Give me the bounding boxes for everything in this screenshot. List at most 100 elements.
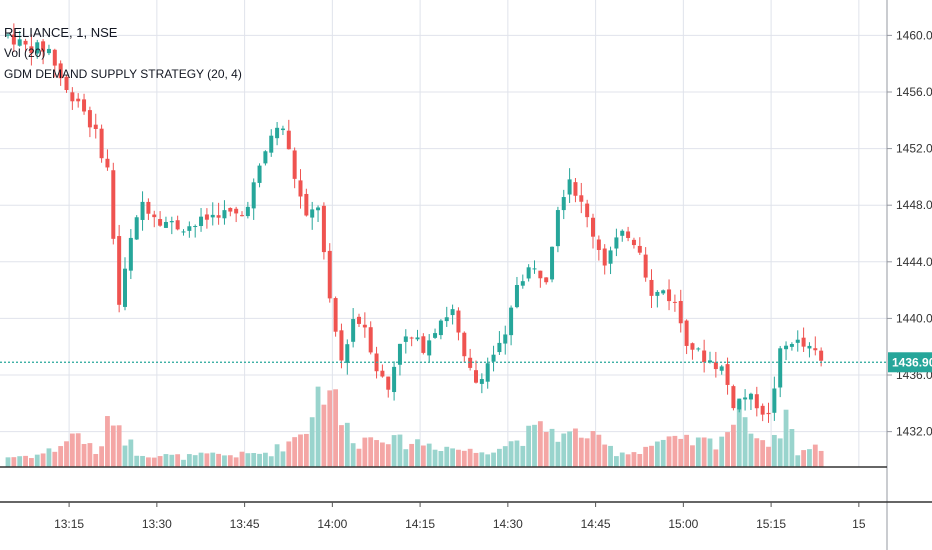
candle-body: [725, 364, 730, 385]
volume-bar: [567, 431, 572, 467]
candle-body: [672, 301, 677, 303]
candle-body: [491, 354, 496, 362]
volume-bar: [631, 452, 637, 467]
y-tick-label: 1440.00: [896, 311, 932, 325]
volume-bar: [146, 457, 151, 467]
volume-bar: [526, 425, 532, 467]
volume-bar: [695, 437, 701, 467]
x-tick-label: 14:15: [405, 517, 435, 531]
candle-body: [585, 203, 590, 218]
candle-body: [637, 245, 642, 253]
candle-body: [362, 324, 367, 328]
volume-bar: [596, 434, 602, 467]
candle-body: [193, 226, 198, 228]
candle-body: [602, 248, 607, 266]
legend-volume[interactable]: Vol (20): [4, 46, 46, 60]
volume-bar: [198, 452, 204, 467]
volume-bar: [46, 448, 52, 467]
candle-body: [163, 221, 168, 228]
volume-bar: [812, 444, 818, 467]
candle-body: [58, 63, 63, 79]
volume-bar: [245, 453, 251, 467]
volume-bar: [397, 434, 403, 467]
price-series: [6, 23, 824, 423]
volume-bar: [456, 449, 461, 467]
volume-bar: [777, 438, 783, 467]
volume-bar: [666, 436, 672, 467]
volume-bar: [34, 454, 40, 467]
legend-strategy[interactable]: GDM DEMAND SUPPLY STRATEGY (20, 4): [4, 67, 242, 81]
candle-body: [41, 41, 46, 52]
candle-body: [397, 343, 402, 365]
candle-body: [608, 250, 613, 264]
volume-bar: [29, 458, 34, 467]
candle-body: [643, 254, 648, 278]
candle-body: [754, 394, 759, 409]
volume-bar: [186, 454, 192, 467]
volume-bar: [701, 437, 707, 467]
candle-body: [128, 237, 133, 271]
x-tick-label: 15: [852, 517, 866, 531]
volume-bar: [204, 453, 210, 467]
volume-bar: [713, 449, 719, 467]
volume-bar: [350, 443, 356, 467]
candle-body: [620, 230, 625, 236]
candle-body: [11, 34, 16, 45]
candle-body: [778, 348, 783, 388]
x-tick-label: 13:45: [230, 517, 260, 531]
candle-body: [210, 214, 215, 218]
volume-bar: [116, 425, 122, 467]
volume-bar: [731, 424, 736, 467]
volume-bar: [134, 455, 140, 467]
volume-bar: [497, 448, 502, 467]
x-tick-label: 14:45: [581, 517, 611, 531]
volume-bar: [789, 429, 795, 467]
volume-bar: [268, 456, 274, 467]
volume-bar: [637, 454, 643, 467]
candle-body: [731, 386, 736, 409]
candle-body: [204, 214, 209, 220]
volume-bar: [257, 453, 262, 467]
x-tick-label: 14:30: [493, 517, 523, 531]
candle-body: [550, 246, 555, 280]
volume-bar: [742, 417, 748, 467]
x-tick-label: 15:15: [756, 517, 786, 531]
candle-body: [357, 316, 361, 324]
volume-bar: [578, 437, 584, 467]
volume-bar: [251, 453, 257, 467]
candle-body: [345, 344, 350, 363]
volume-bar: [450, 448, 455, 467]
volume-bar: [807, 449, 812, 467]
candle-body: [222, 210, 227, 219]
volume-bar: [584, 438, 590, 467]
candle-body: [509, 307, 514, 336]
grid-lines: [0, 0, 887, 467]
volume-bar: [461, 450, 467, 467]
volume-bar: [818, 450, 824, 467]
volume-bar: [286, 441, 292, 467]
candle-body: [520, 281, 525, 286]
candle-body: [468, 357, 473, 368]
volume-bar: [771, 434, 777, 467]
candle-body: [462, 332, 467, 357]
candle-body: [304, 193, 309, 216]
price-axis[interactable]: 1460.00 1456.00 1452.00 1448.00 1444.00 1440.…: [887, 28, 932, 439]
volume-bar: [17, 456, 23, 467]
time-axis[interactable]: 13:15 13:30 13:45 14:00 14:15 14:30 14:45 15:00…: [54, 502, 866, 531]
volume-bar: [175, 454, 181, 467]
candle-body: [111, 170, 116, 239]
candle-body: [29, 46, 34, 54]
candle-body: [649, 279, 654, 296]
volume-bar: [368, 437, 374, 467]
volume-bar: [64, 441, 69, 467]
candle-body: [526, 267, 531, 279]
volume-bar: [672, 435, 678, 467]
legend-symbol[interactable]: RELIANCE, 1, NSE: [4, 25, 118, 40]
volume-bar: [292, 437, 298, 467]
candle-body: [748, 393, 753, 400]
volume-bar: [222, 455, 227, 467]
candle-body: [544, 277, 549, 283]
candle-body: [538, 270, 543, 279]
candle-body: [596, 239, 601, 250]
